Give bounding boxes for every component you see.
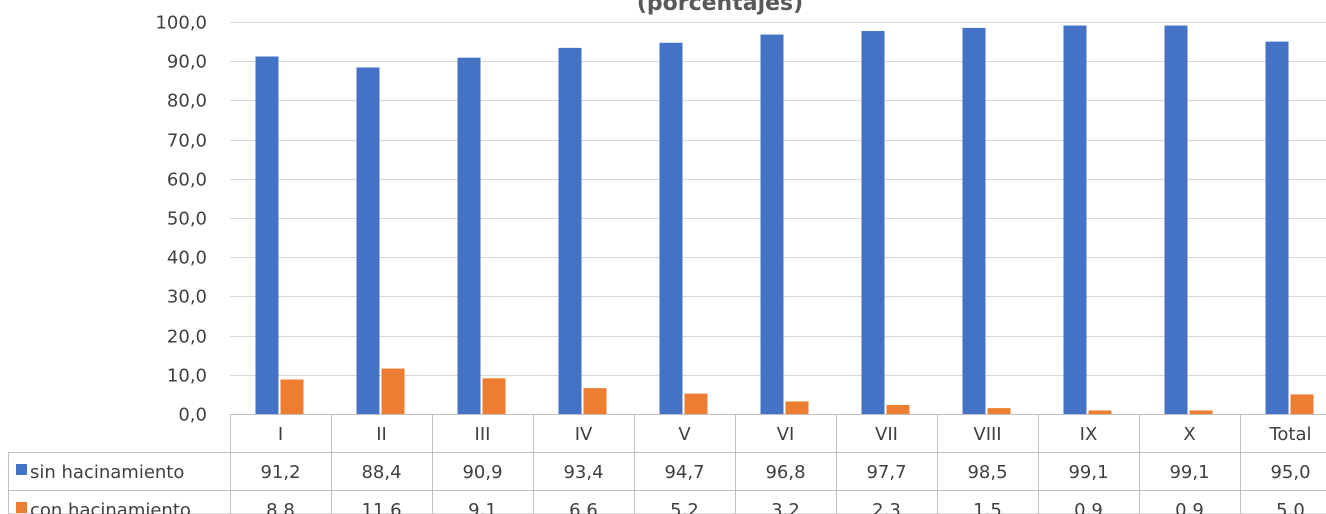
data-label: 96,8 <box>765 462 805 483</box>
data-label: 3,2 <box>771 500 800 514</box>
bar-con-x <box>1189 410 1213 414</box>
chart-title: (porcentajes) <box>637 0 803 16</box>
y-axis-ticks: 0,0 10,0 20,0 30,0 40,0 50,0 60,0 70,0 80,0 90,0 1… <box>155 13 207 426</box>
data-label: 93,4 <box>563 462 603 483</box>
bar-sin-total <box>1265 41 1289 414</box>
category-label: V <box>678 424 691 445</box>
legend-label: con hacinamiento <box>30 500 191 514</box>
category-label: VII <box>875 424 898 445</box>
gridlines <box>230 22 1326 415</box>
legend-label: sin hacinamiento <box>30 462 184 483</box>
y-tick-label: 70,0 <box>167 131 207 152</box>
bar-con-i <box>280 379 304 414</box>
bars <box>255 25 1314 415</box>
data-label: 99,1 <box>1169 462 1209 483</box>
y-tick-label: 90,0 <box>167 52 207 73</box>
bar-con-iii <box>482 378 506 414</box>
category-label: II <box>376 424 387 445</box>
y-tick-label: 10,0 <box>167 366 207 387</box>
bar-sin-ii <box>356 67 380 415</box>
data-label: 5,0 <box>1276 500 1305 514</box>
y-tick-label: 30,0 <box>167 287 207 308</box>
bar-sin-vi <box>760 34 784 414</box>
y-tick-label: 60,0 <box>167 170 207 191</box>
legend-key-sin <box>16 464 27 475</box>
data-label: 98,5 <box>967 462 1007 483</box>
bar-con-total <box>1290 394 1314 414</box>
data-label: 88,4 <box>361 462 401 483</box>
data-label: 2,3 <box>872 500 901 514</box>
y-tick-label: 0,0 <box>178 405 207 426</box>
bar-sin-v <box>659 42 683 414</box>
legend-key-con <box>16 502 27 513</box>
category-label: VI <box>777 424 795 445</box>
data-label: 8,8 <box>266 500 295 514</box>
bar-sin-ix <box>1063 25 1087 414</box>
bar-con-iv <box>583 388 607 414</box>
data-label: 6,6 <box>569 500 598 514</box>
category-label: Total <box>1268 424 1311 445</box>
bar-con-vii <box>886 404 910 414</box>
category-label: X <box>1183 424 1195 445</box>
category-label: III <box>475 424 491 445</box>
data-label: 9,1 <box>468 500 497 514</box>
data-label: 90,9 <box>462 462 502 483</box>
bar-con-viii <box>987 408 1011 414</box>
data-label: 91,2 <box>260 462 300 483</box>
bar-sin-x <box>1164 25 1188 414</box>
data-label: 99,1 <box>1068 462 1108 483</box>
bar-con-v <box>684 393 708 414</box>
data-label: 0,9 <box>1074 500 1103 514</box>
category-label: I <box>278 424 283 445</box>
data-label: 11,6 <box>361 500 401 514</box>
bar-sin-iv <box>558 47 582 414</box>
bar-con-ii <box>381 368 405 414</box>
bar-sin-i <box>255 56 279 414</box>
category-label: IX <box>1080 424 1098 445</box>
data-label: 94,7 <box>664 462 704 483</box>
data-label: 95,0 <box>1270 462 1310 483</box>
data-label: 0,9 <box>1175 500 1204 514</box>
bar-sin-iii <box>457 57 481 415</box>
bar-sin-viii <box>962 27 986 414</box>
bar-sin-vii <box>861 31 885 415</box>
y-tick-label: 100,0 <box>155 13 207 34</box>
category-label: IV <box>575 424 593 445</box>
y-tick-label: 50,0 <box>167 209 207 230</box>
y-tick-label: 80,0 <box>167 91 207 112</box>
y-tick-label: 20,0 <box>167 327 207 348</box>
category-label: VIII <box>973 424 1001 445</box>
y-tick-label: 40,0 <box>167 248 207 269</box>
bar-con-vi <box>785 401 809 414</box>
data-label: 5,2 <box>670 500 699 514</box>
data-label: 1,5 <box>973 500 1002 514</box>
data-label: 97,7 <box>866 462 906 483</box>
bar-con-ix <box>1088 410 1112 414</box>
